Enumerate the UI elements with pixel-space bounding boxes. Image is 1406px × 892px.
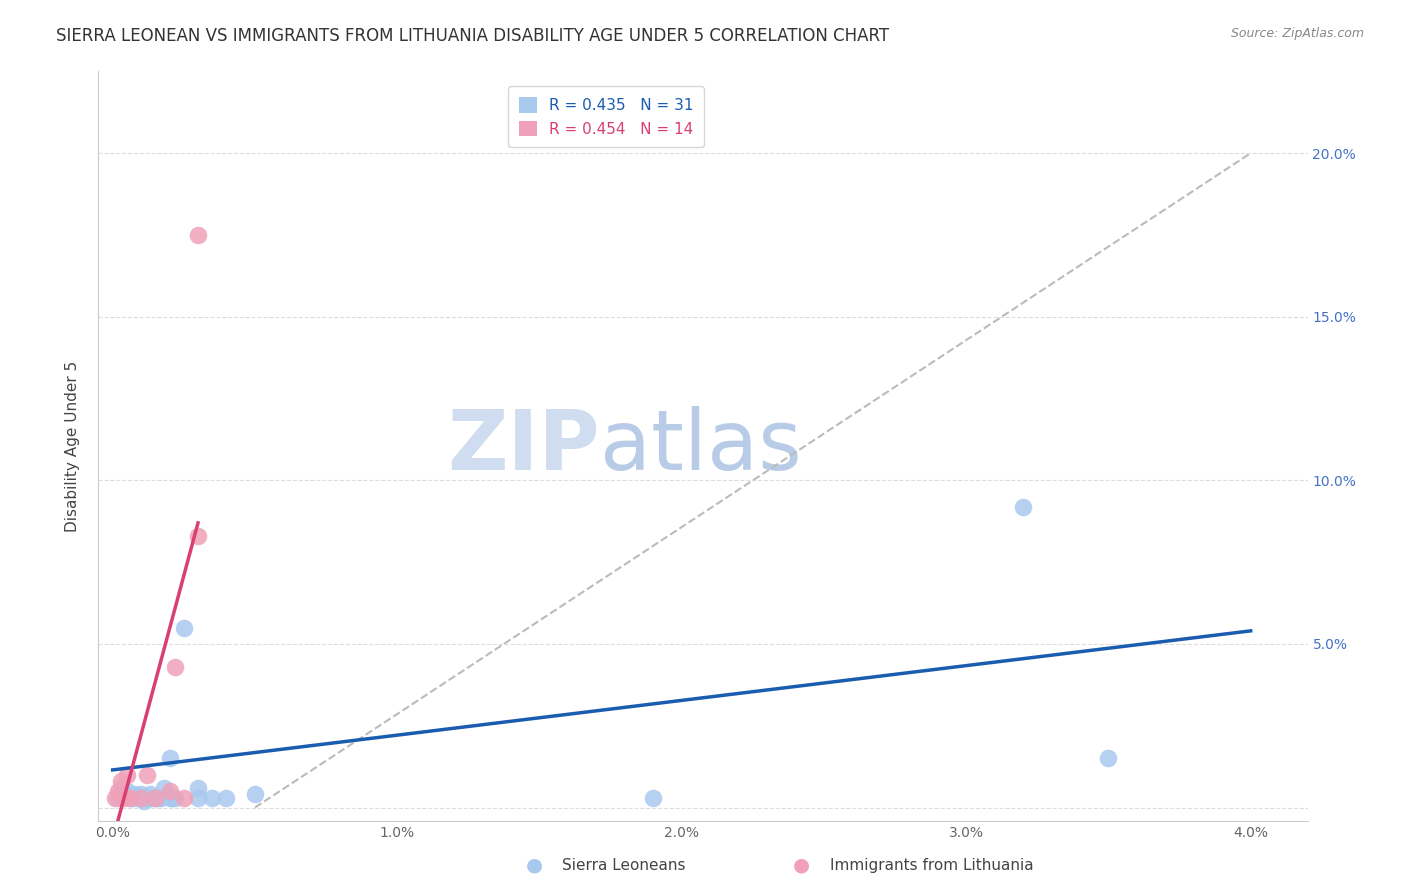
Text: SIERRA LEONEAN VS IMMIGRANTS FROM LITHUANIA DISABILITY AGE UNDER 5 CORRELATION C: SIERRA LEONEAN VS IMMIGRANTS FROM LITHUA… <box>56 27 890 45</box>
Point <box>135 790 157 805</box>
Point <box>201 790 224 805</box>
Point <box>187 227 209 242</box>
Point <box>132 794 155 808</box>
Point <box>1097 751 1119 765</box>
Point <box>129 790 152 805</box>
Point <box>115 768 138 782</box>
Point <box>110 780 132 795</box>
Point <box>138 788 160 802</box>
Point <box>1012 500 1035 514</box>
Point <box>243 788 266 802</box>
Point <box>159 790 181 805</box>
Point <box>127 790 149 805</box>
Point <box>215 790 238 805</box>
Point <box>107 784 129 798</box>
Point <box>187 790 209 805</box>
Text: ●: ● <box>793 855 810 875</box>
Point <box>143 790 166 805</box>
Point <box>121 790 143 805</box>
Point <box>110 774 132 789</box>
Point <box>124 788 146 802</box>
Point <box>118 790 141 805</box>
Point <box>107 790 129 805</box>
Point <box>173 790 195 805</box>
Point <box>129 790 152 805</box>
Point <box>115 784 138 798</box>
Point <box>141 790 163 805</box>
Point <box>150 790 173 805</box>
Point <box>159 784 181 798</box>
Text: atlas: atlas <box>600 406 801 486</box>
Point <box>112 788 135 802</box>
Legend: R = 0.435   N = 31, R = 0.454   N = 14: R = 0.435 N = 31, R = 0.454 N = 14 <box>508 87 704 147</box>
Text: Sierra Leoneans: Sierra Leoneans <box>562 858 686 872</box>
Point <box>173 621 195 635</box>
Point <box>146 790 169 805</box>
Point <box>187 780 209 795</box>
Point <box>143 790 166 805</box>
Point <box>104 790 127 805</box>
Point <box>165 660 187 674</box>
Point <box>153 780 176 795</box>
Text: Source: ZipAtlas.com: Source: ZipAtlas.com <box>1230 27 1364 40</box>
Point <box>112 790 135 805</box>
Point <box>129 788 152 802</box>
Point <box>135 768 157 782</box>
Point <box>187 529 209 543</box>
Y-axis label: Disability Age Under 5: Disability Age Under 5 <box>65 360 80 532</box>
Point <box>643 790 665 805</box>
Text: Immigrants from Lithuania: Immigrants from Lithuania <box>830 858 1033 872</box>
Point <box>162 790 184 805</box>
Text: ZIP: ZIP <box>447 406 600 486</box>
Point <box>165 790 187 805</box>
Point <box>159 751 181 765</box>
Text: ●: ● <box>526 855 543 875</box>
Point <box>118 790 141 805</box>
